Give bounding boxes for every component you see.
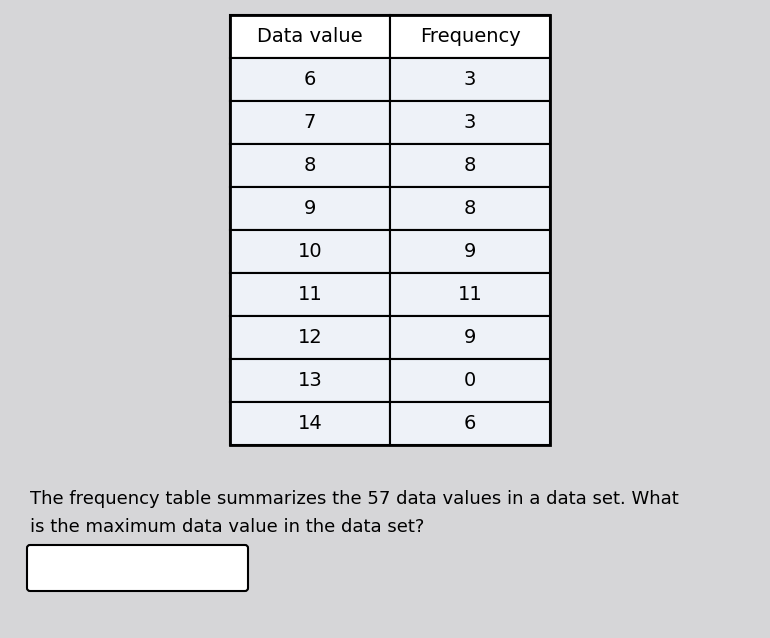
Bar	[230, 58, 390, 101]
Bar	[230, 316, 390, 359]
Text: 8: 8	[464, 199, 476, 218]
Text: 8: 8	[304, 156, 316, 175]
Text: Data value: Data value	[257, 27, 363, 46]
Text: is the maximum data value in the data set?: is the maximum data value in the data se…	[30, 518, 424, 536]
Text: 3: 3	[464, 113, 476, 132]
Text: 10: 10	[298, 242, 323, 261]
Bar	[230, 15, 390, 58]
Bar	[390, 101, 550, 144]
Text: 9: 9	[304, 199, 316, 218]
Text: 12: 12	[298, 328, 323, 347]
Text: 3: 3	[464, 70, 476, 89]
Text: 0: 0	[464, 371, 476, 390]
Bar	[230, 15, 550, 445]
Bar	[390, 273, 550, 316]
Bar	[230, 144, 390, 187]
Bar	[230, 187, 390, 230]
Bar	[230, 230, 390, 273]
Bar	[230, 359, 390, 402]
Text: The frequency table summarizes the 57 data values in a data set. What: The frequency table summarizes the 57 da…	[30, 490, 678, 508]
Text: 9: 9	[464, 328, 476, 347]
Bar	[230, 402, 390, 445]
Bar	[390, 15, 550, 58]
Bar	[390, 144, 550, 187]
Bar	[230, 101, 390, 144]
Text: 14: 14	[298, 414, 323, 433]
Bar	[390, 230, 550, 273]
Bar	[390, 402, 550, 445]
Text: 8: 8	[464, 156, 476, 175]
Text: 13: 13	[298, 371, 323, 390]
Text: 11: 11	[457, 285, 482, 304]
Text: 6: 6	[464, 414, 476, 433]
FancyBboxPatch shape	[27, 545, 248, 591]
Bar	[390, 187, 550, 230]
Text: 11: 11	[298, 285, 323, 304]
Text: Frequency: Frequency	[420, 27, 521, 46]
Text: 6: 6	[304, 70, 316, 89]
Text: 7: 7	[304, 113, 316, 132]
Text: 9: 9	[464, 242, 476, 261]
Bar	[390, 316, 550, 359]
Bar	[390, 58, 550, 101]
Bar	[230, 273, 390, 316]
Bar	[390, 359, 550, 402]
